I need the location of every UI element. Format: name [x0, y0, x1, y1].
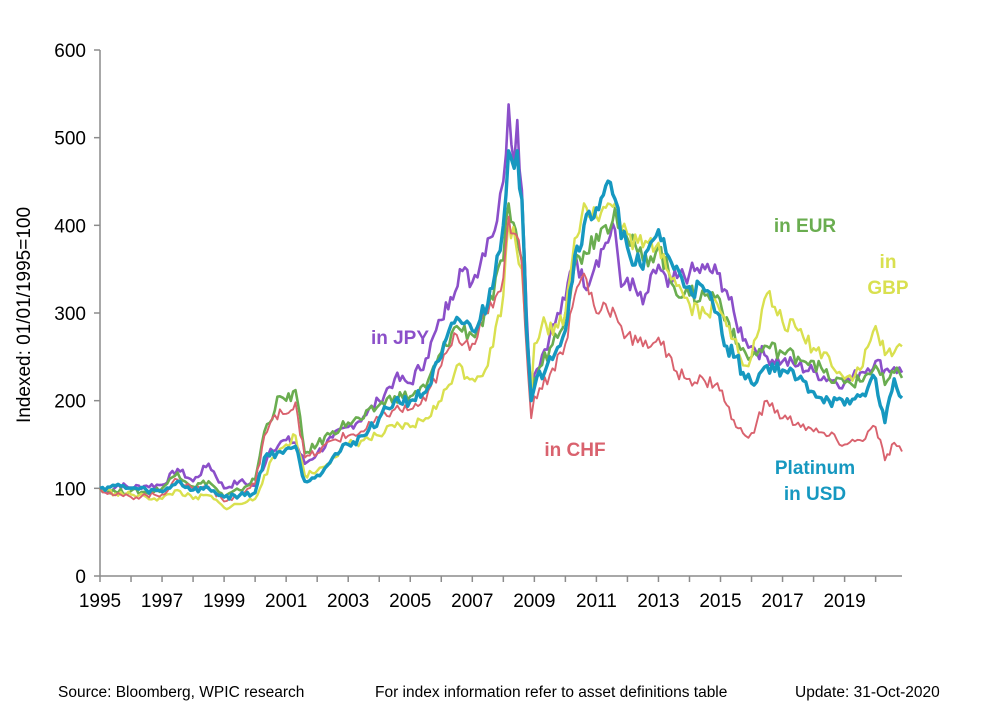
x-tick-label: 1995	[79, 591, 121, 612]
chart-axes: 0 100 200 300 400 500 600 1995 1997 1999 2001 2003 2…	[54, 41, 902, 612]
series-line	[99, 149, 904, 501]
y-tick-label: 300	[54, 304, 86, 325]
y-tick-label: 500	[54, 129, 86, 150]
series-label: in CHF	[544, 440, 605, 461]
series-label: in	[880, 252, 897, 273]
footer-update: Update: 31-Oct-2020	[795, 684, 940, 701]
x-tick-label: 2015	[699, 591, 741, 612]
x-tick-label: 2003	[327, 591, 369, 612]
footer-source: Source: Bloomberg, WPIC research	[58, 684, 305, 701]
series-label: in JPY	[371, 328, 429, 349]
x-tick-label: 2011	[576, 591, 617, 612]
y-tick-label: 400	[54, 216, 86, 237]
chart-series-labels: in JPY in EUR in GBP in CHF Platinum in USD	[371, 216, 909, 505]
x-tick-label: 2007	[451, 591, 493, 612]
y-axis-label: Indexed: 01/01/1995=100	[14, 207, 35, 423]
y-tick-label: 600	[54, 41, 86, 62]
series-label: GBP	[867, 278, 909, 299]
x-tick-label: 2001	[265, 591, 307, 612]
y-tick-label: 100	[54, 479, 86, 500]
x-tick-label: 1997	[141, 591, 183, 612]
footer-note: For index information refer to asset def…	[375, 684, 728, 701]
y-tick-label: 200	[54, 392, 86, 413]
x-tick-label: 2013	[637, 591, 679, 612]
x-tick-label: 2019	[823, 591, 865, 612]
chart-series-lines	[98, 103, 904, 511]
series-label: in EUR	[774, 216, 837, 237]
series-line	[99, 103, 904, 495]
x-tick-label: 1999	[203, 591, 245, 612]
series-label: in USD	[784, 484, 846, 505]
x-tick-label: 2005	[389, 591, 431, 612]
series-line	[99, 202, 903, 511]
x-tick-label: 2017	[761, 591, 803, 612]
y-tick-label: 0	[75, 567, 86, 588]
x-tick-label: 2009	[513, 591, 555, 612]
series-line	[98, 202, 904, 499]
series-label: Platinum	[775, 458, 855, 479]
